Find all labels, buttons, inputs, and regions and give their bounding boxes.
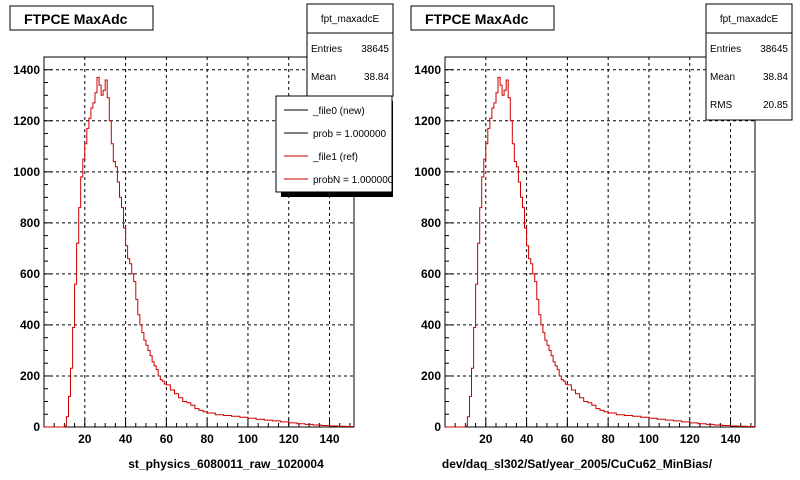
stats-mean-value-right: 38.84 (763, 72, 788, 83)
title-box-left (9, 5, 154, 31)
y-tick-label: 1000 (13, 165, 40, 179)
stats-name-right: fpt_maxadcE (720, 14, 779, 25)
x-tick-label: 60 (561, 432, 575, 446)
title-box-right (410, 5, 555, 31)
ticks-right: 20 40 60 80 100 120 14002004006008001000120014… (414, 63, 752, 446)
y-tick-label: 800 (421, 216, 441, 230)
x-tick-label: 80 (200, 432, 214, 446)
y-tick-label: 400 (20, 318, 40, 332)
legend-frame (275, 95, 393, 193)
x-tick-label: 140 (320, 432, 340, 446)
stats-rms-label-right: RMS (710, 100, 733, 111)
stats-entries-label-left: Entries (311, 44, 342, 55)
y-tick-label: 1000 (414, 165, 441, 179)
x-tick-label: 40 (119, 432, 133, 446)
legend-left: _file0 (new) prob = 1.000000 _file1 (ref) p… (275, 95, 394, 197)
y-tick-label: 1400 (414, 63, 441, 77)
y-tick-label: 800 (20, 216, 40, 230)
x-tick-label: 120 (680, 432, 700, 446)
x-tick-label: 60 (160, 432, 174, 446)
legend-label: _file0 (new) (312, 106, 365, 117)
title-right: FTPCE MaxAdc (425, 11, 529, 27)
stats-name-left: fpt_maxadcE (321, 14, 380, 25)
stats-box-left: fpt_maxadcE Entries 38645 Mean 38.84 (306, 3, 394, 97)
y-tick-label: 200 (20, 369, 40, 383)
y-tick-label: 1200 (414, 114, 441, 128)
y-tick-label: 600 (421, 267, 441, 281)
stats-entries-label-right: Entries (710, 44, 741, 55)
y-tick-label: 1400 (13, 63, 40, 77)
stats-mean-label-left: Mean (311, 72, 336, 83)
stats-box-frame-right (705, 3, 793, 121)
plot-frame-right (444, 56, 756, 428)
histogram-left (44, 76, 354, 428)
y-tick-label: 0 (434, 420, 441, 434)
grid-right (445, 57, 755, 427)
x-tick-label: 20 (479, 432, 493, 446)
x-tick-label: 40 (520, 432, 534, 446)
x-tick-label: 100 (238, 432, 258, 446)
y-tick-label: 0 (33, 420, 40, 434)
stats-mean-value-left: 38.84 (364, 72, 389, 83)
x-tick-label: 120 (279, 432, 299, 446)
histogram-series (44, 76, 354, 428)
caption-right: dev/daq_sl302/Sat/year_2005/CuCu62_MinBi… (442, 457, 713, 471)
stats-box-right: fpt_maxadcE Entries 38645 Mean 38.84 RMS… (705, 3, 793, 121)
stats-box-frame-left (306, 3, 394, 97)
panel-right: FTPCE MaxAdc 20 40 60 80 100 120 1400200400600… (410, 3, 793, 471)
histogram-right (445, 76, 755, 428)
stats-mean-label-right: Mean (710, 72, 735, 83)
stats-entries-value-left: 38645 (361, 44, 389, 55)
stats-rms-value-right: 20.85 (763, 100, 788, 111)
caption-left: st_physics_6080011_raw_1020004 (128, 457, 324, 471)
histogram-series (445, 76, 755, 428)
x-tick-label: 140 (721, 432, 741, 446)
x-tick-label: 20 (78, 432, 92, 446)
y-tick-label: 1200 (13, 114, 40, 128)
y-tick-label: 200 (421, 369, 441, 383)
x-tick-label: 80 (601, 432, 615, 446)
title-left: FTPCE MaxAdc (24, 11, 128, 27)
legend-label: prob = 1.000000 (313, 129, 387, 140)
y-tick-label: 600 (20, 267, 40, 281)
x-tick-label: 100 (639, 432, 659, 446)
legend-label: probN = 1.000000 (313, 175, 394, 186)
legend-items: _file0 (new) prob = 1.000000 _file1 (ref) p… (284, 106, 394, 186)
stats-entries-value-right: 38645 (760, 44, 788, 55)
legend-label: _file1 (ref) (312, 152, 358, 163)
y-tick-label: 400 (421, 318, 441, 332)
ticks-left: 20 40 60 80 100 120 14002004006008001000120014… (13, 63, 351, 446)
panel-left: FTPCE MaxAdc 20 40 60 80 100 120 1400200400600… (9, 3, 394, 471)
